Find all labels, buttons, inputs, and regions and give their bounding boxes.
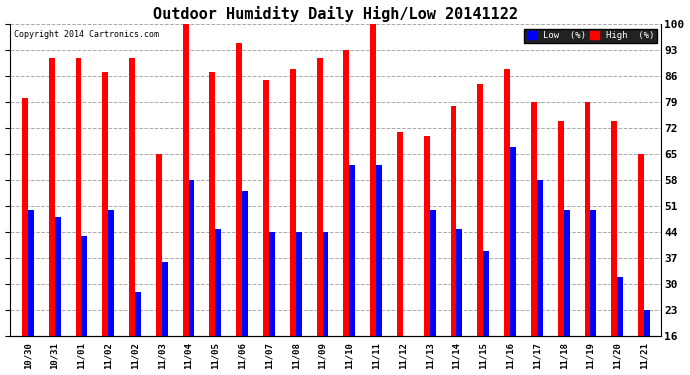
Bar bbox=[22, 99, 28, 336]
Bar bbox=[55, 217, 61, 336]
Bar bbox=[424, 136, 430, 336]
Text: Copyright 2014 Cartronics.com: Copyright 2014 Cartronics.com bbox=[14, 30, 159, 39]
Bar bbox=[242, 191, 248, 336]
Bar bbox=[564, 210, 569, 336]
Bar bbox=[28, 210, 34, 336]
Bar bbox=[537, 180, 543, 336]
Bar bbox=[156, 154, 161, 336]
Title: Outdoor Humidity Daily High/Low 20141122: Outdoor Humidity Daily High/Low 20141122 bbox=[153, 6, 518, 21]
Bar bbox=[75, 57, 81, 336]
Bar bbox=[236, 43, 242, 336]
Bar bbox=[430, 210, 435, 336]
Bar bbox=[322, 232, 328, 336]
Bar bbox=[102, 72, 108, 336]
Bar bbox=[49, 57, 55, 336]
Bar bbox=[215, 228, 221, 336]
Bar bbox=[108, 210, 114, 336]
Bar bbox=[618, 277, 623, 336]
Bar bbox=[584, 102, 591, 336]
Bar bbox=[477, 84, 483, 336]
Bar bbox=[397, 132, 403, 336]
Bar bbox=[344, 50, 349, 336]
Bar bbox=[510, 147, 516, 336]
Bar bbox=[81, 236, 88, 336]
Legend: Low  (%), High  (%): Low (%), High (%) bbox=[524, 28, 657, 43]
Bar bbox=[161, 262, 168, 336]
Bar bbox=[296, 232, 302, 336]
Bar bbox=[638, 154, 644, 336]
Bar bbox=[210, 72, 215, 336]
Bar bbox=[558, 121, 564, 336]
Bar bbox=[317, 57, 322, 336]
Bar bbox=[371, 24, 376, 336]
Bar bbox=[290, 69, 296, 336]
Bar bbox=[644, 310, 650, 336]
Bar bbox=[269, 232, 275, 336]
Bar bbox=[531, 102, 537, 336]
Bar bbox=[591, 210, 596, 336]
Bar bbox=[457, 228, 462, 336]
Bar bbox=[376, 165, 382, 336]
Bar bbox=[483, 251, 489, 336]
Bar bbox=[188, 180, 195, 336]
Bar bbox=[129, 57, 135, 336]
Bar bbox=[183, 24, 188, 336]
Bar bbox=[349, 165, 355, 336]
Bar bbox=[263, 80, 269, 336]
Bar bbox=[135, 292, 141, 336]
Bar bbox=[451, 106, 457, 336]
Bar bbox=[611, 121, 618, 336]
Bar bbox=[504, 69, 510, 336]
